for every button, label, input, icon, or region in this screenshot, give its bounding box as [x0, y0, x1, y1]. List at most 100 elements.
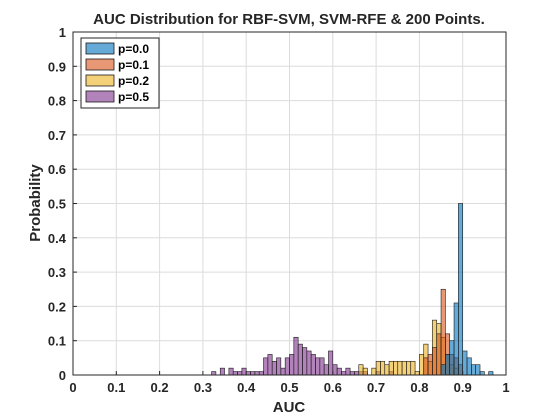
y-axis-label: Probability [27, 164, 44, 242]
legend: p=0.0 p=0.1 p=0.2 p=0.5 [80, 37, 160, 109]
histogram-bar [384, 364, 390, 376]
histogram-bar [345, 367, 351, 376]
histogram-bar [462, 350, 468, 376]
histogram-bar [219, 367, 225, 376]
histogram-bar [258, 371, 264, 376]
histogram-bar [263, 357, 269, 376]
x-tick-label: 1 [502, 380, 509, 395]
histogram-bar [302, 347, 308, 376]
histogram-bar [466, 357, 472, 376]
histogram-bar [328, 350, 334, 376]
y-tick-label: 0.7 [48, 128, 66, 143]
histogram-bar [284, 357, 290, 376]
histogram-bar [341, 371, 347, 376]
histogram-bar [241, 367, 247, 376]
x-tick-label: 0.6 [324, 380, 342, 395]
histogram-bar [397, 360, 403, 376]
histogram-bar [410, 360, 416, 376]
histogram-bar [297, 343, 303, 376]
y-tick-label: 0.1 [48, 334, 66, 349]
y-tick-label: 0.4 [48, 231, 67, 246]
histogram-bar [371, 367, 377, 376]
histogram-bar [406, 360, 412, 376]
legend-swatch [85, 42, 115, 55]
histogram-bar [228, 367, 234, 376]
y-tick-label: 0.9 [48, 59, 66, 74]
y-tick-label: 1 [59, 25, 66, 40]
histogram-bar [432, 347, 438, 376]
x-tick-label: 0.8 [410, 380, 428, 395]
histogram-bar [315, 357, 321, 376]
histogram-bar [336, 367, 342, 376]
histogram-bar [423, 357, 429, 376]
legend-swatch [85, 90, 115, 103]
y-tick-label: 0.5 [48, 197, 66, 212]
x-axis-ticks: 0 0.1 0.2 0.3 0.4 0.5 0.6 0.7 0.8 0.9 1 [69, 371, 510, 395]
histogram-bar [362, 367, 368, 376]
histogram-bar [440, 364, 446, 376]
histogram-bar [211, 371, 217, 376]
x-tick-label: 0.1 [107, 380, 125, 395]
y-axis-ticks: 0 0.1 0.2 0.3 0.4 0.5 0.6 0.7 0.8 0.9 1 [48, 25, 77, 383]
histogram-bar [414, 371, 420, 376]
x-tick-label: 0.2 [151, 380, 169, 395]
histogram-bar [388, 360, 394, 376]
x-axis-label: AUC [273, 399, 306, 416]
x-tick-label: 0.7 [367, 380, 385, 395]
legend-swatch [85, 74, 115, 87]
histogram-bar [267, 354, 273, 376]
histogram-bar [453, 302, 459, 376]
histogram-bar [250, 371, 256, 376]
histogram-bar [293, 336, 299, 376]
histogram-bar [436, 333, 442, 376]
histogram-bar [237, 371, 243, 376]
histogram-bar [280, 367, 286, 376]
histogram-bar [349, 371, 355, 376]
y-tick-label: 0.2 [48, 299, 66, 314]
y-tick-label: 0.6 [48, 162, 66, 177]
histogram-bar [419, 354, 425, 376]
histogram-bar [393, 360, 399, 376]
chart-title: AUC Distribution for RBF-SVM, SVM-RFE & … [93, 11, 485, 28]
histogram-bars [211, 203, 494, 376]
histogram-bar [488, 371, 494, 376]
legend-label: p=0.5 [118, 90, 149, 104]
histogram-bar [271, 360, 277, 376]
histogram-bar [323, 364, 329, 376]
histogram-bar [332, 364, 338, 376]
histogram-bar [375, 360, 381, 376]
histogram-bar [254, 371, 260, 376]
histogram-bar [306, 350, 312, 376]
histogram-bar [276, 357, 282, 376]
histogram-bar [440, 288, 446, 376]
histogram-bar [358, 364, 364, 376]
histogram-bar [427, 354, 433, 376]
histogram-bar [354, 371, 360, 376]
histogram-bar [449, 340, 455, 376]
x-tick-label: 0.3 [194, 380, 212, 395]
y-tick-label: 0.8 [48, 94, 66, 109]
histogram-bar [445, 354, 451, 376]
series-p=0.5 [211, 336, 394, 376]
histogram-bar [319, 357, 325, 376]
histogram-bar [310, 354, 316, 376]
legend-swatch [85, 58, 115, 71]
y-tick-label: 0 [59, 368, 66, 383]
histogram-bar [232, 371, 238, 376]
histogram-bar [380, 360, 386, 376]
x-tick-label: 0.5 [280, 380, 298, 395]
legend-label: p=0.2 [118, 74, 149, 88]
histogram-bar [479, 371, 485, 376]
x-tick-label: 0.4 [237, 380, 256, 395]
histogram-bar [289, 354, 295, 376]
y-tick-label: 0.3 [48, 265, 66, 280]
histogram-bar [245, 371, 251, 376]
legend-label: p=0.0 [118, 42, 149, 56]
histogram-bar [401, 360, 407, 376]
histogram-bar [475, 364, 481, 376]
x-tick-label: 0 [69, 380, 76, 395]
histogram-bar [458, 203, 463, 376]
x-tick-label: 0.9 [454, 380, 472, 395]
legend-label: p=0.1 [118, 58, 149, 72]
